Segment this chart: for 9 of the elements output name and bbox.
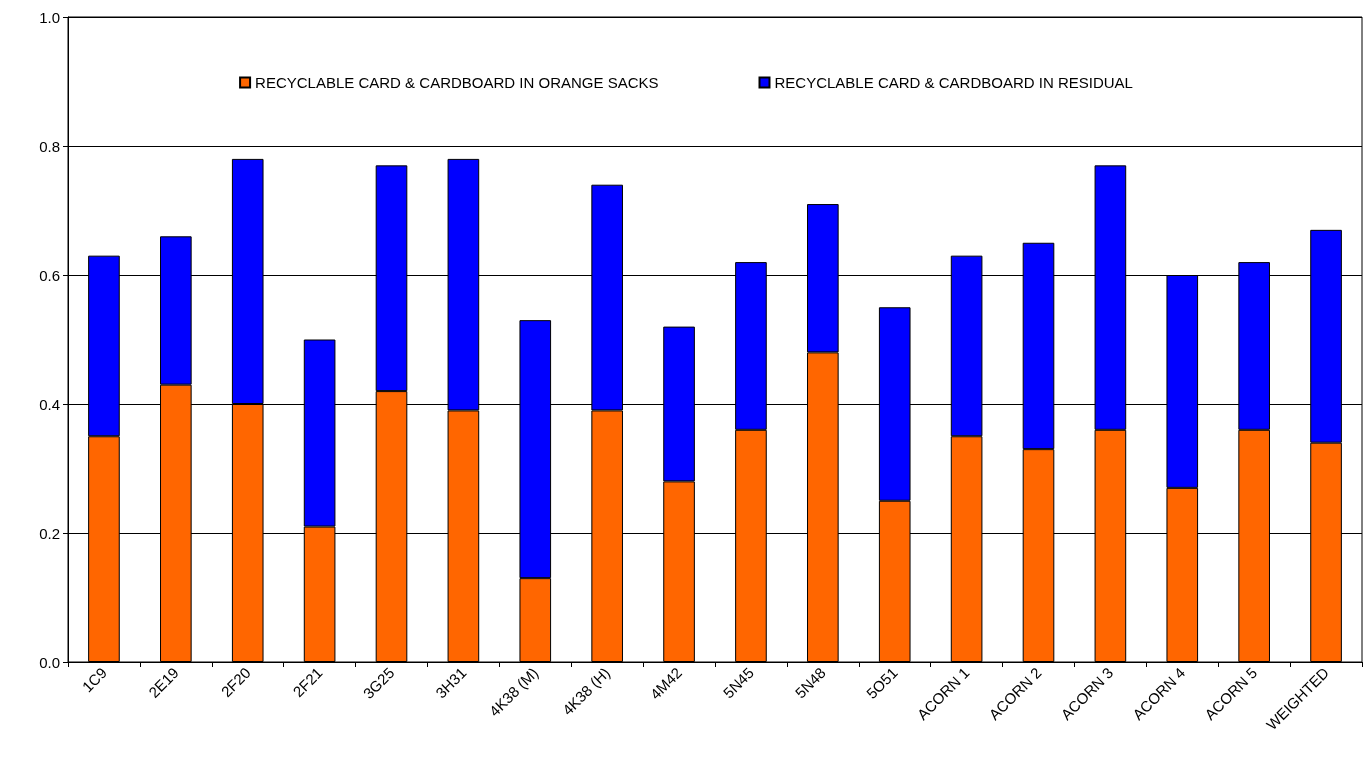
x-tick-label: 1C9 [78,663,110,696]
legend-label: RECYCLABLE CARD & CARDBOARD IN ORANGE SACKS [255,74,659,91]
y-tick-label: 1.0 [39,8,60,26]
y-tick-label: 0.0 [39,653,60,671]
legend-label: RECYCLABLE CARD & CARDBOARD IN RESIDUAL [774,74,1133,91]
y-tick-label: 0.4 [39,395,60,413]
y-tick-label: 0.6 [39,266,60,284]
y-tick-label: 0.2 [39,524,60,542]
y-tick-label: 0.8 [39,137,60,155]
